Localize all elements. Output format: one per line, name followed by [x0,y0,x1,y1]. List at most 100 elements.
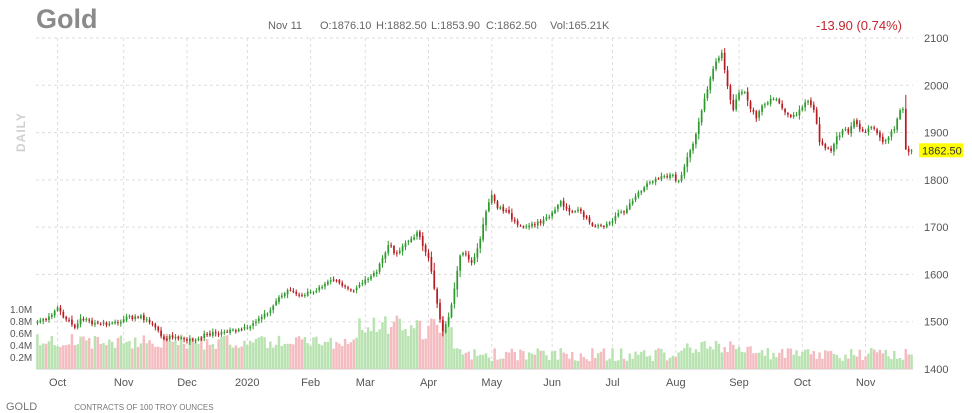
volume-bar [87,338,91,369]
candle-body [140,315,142,319]
candle-body [789,114,792,117]
volume-bar [680,350,683,369]
candle-body [364,279,367,284]
volume-bar [766,348,770,369]
volume-bar [44,343,48,369]
volume-bar [645,356,649,369]
volume-bar [461,354,465,369]
volume-bar [231,347,235,369]
volume-bar [602,348,606,369]
volume-axis: 0.2M0.4M0.6M0.8M1.0M [10,305,32,364]
candle-body [211,331,214,336]
candle-body [611,221,614,223]
candle-body [71,319,73,325]
candle-body [174,336,177,339]
volume-bar [697,352,701,369]
candle-body [465,253,467,255]
candle-body [243,327,246,329]
candle-body [643,187,646,192]
volume-bar [467,351,470,369]
time-tick-label: Feb [301,377,320,389]
candle-body [240,329,243,331]
volume-bar [691,352,695,369]
candle-body [48,316,50,320]
volume-bar [47,341,51,369]
candle-body [864,132,867,133]
candle-body [873,127,876,129]
candle-body [732,99,735,110]
candle-body [393,246,395,254]
volume-bar [312,337,315,369]
last-price-box [919,143,963,158]
candle-body [266,313,269,315]
price-change: -13.90 (0.74%) [816,18,902,33]
candle-body [332,279,335,281]
candle-body [358,284,361,288]
candle-body [419,231,421,237]
volume-bar [694,349,698,369]
time-tick-label: Jun [543,377,561,389]
volume-bar [815,359,818,369]
candle-body [298,294,300,296]
candle-body [784,108,786,113]
candle-body [502,206,505,212]
candle-body [381,257,384,264]
candle-body [347,287,349,289]
footer-symbol: GOLD [6,401,38,413]
volume-bar [70,334,74,369]
candle-body [646,183,648,188]
candle-body [309,291,312,293]
candle-body [220,332,223,335]
volume-bar [619,348,623,369]
candle-body [623,211,625,213]
candle-body [459,255,461,271]
candle-body [697,121,700,134]
volume-bar [214,348,217,369]
last-price-label: 1862.50 [922,145,962,157]
volume-bar [433,319,436,369]
candle-body [539,221,542,223]
candle-body [485,211,487,226]
volume-bar [910,354,913,369]
volume-bar [588,361,591,369]
volume-bar [545,355,548,369]
candle-body [844,129,847,131]
candle-body [545,217,548,220]
volume-bar [464,352,468,369]
candle-body [557,204,559,210]
volume-bar [838,358,841,369]
candle-body [542,219,545,224]
volume-bar [254,338,258,369]
volume-bar [315,336,318,369]
volume-bar [243,340,246,369]
candle-body [128,315,131,317]
candle-body [534,224,536,226]
candle-body [605,223,608,227]
volume-bar [412,328,416,369]
price-candles [36,48,913,346]
candle-body [827,147,830,149]
volume-bar [527,352,531,369]
volume-bar [605,360,609,369]
volume-bar [887,356,890,369]
candle-body [301,295,303,297]
volume-bar [591,348,594,369]
volume-bar [732,344,735,369]
volume-bar [824,350,827,369]
volume-bar [41,343,45,369]
candle-body [456,270,459,290]
volume-bar [424,338,427,369]
price-tick-label: 2000 [924,80,948,92]
volume-bar [430,318,433,369]
volume-bar [171,341,174,369]
volume-bar [122,343,125,369]
volume-bar [806,349,810,369]
volume-bar [683,348,686,369]
candle-body [421,236,424,247]
candle-body [324,283,326,287]
volume-bar [709,346,712,369]
candle-body [214,332,217,334]
candle-body [206,333,208,335]
volume-bar [798,355,801,369]
volume-bar [387,333,390,369]
